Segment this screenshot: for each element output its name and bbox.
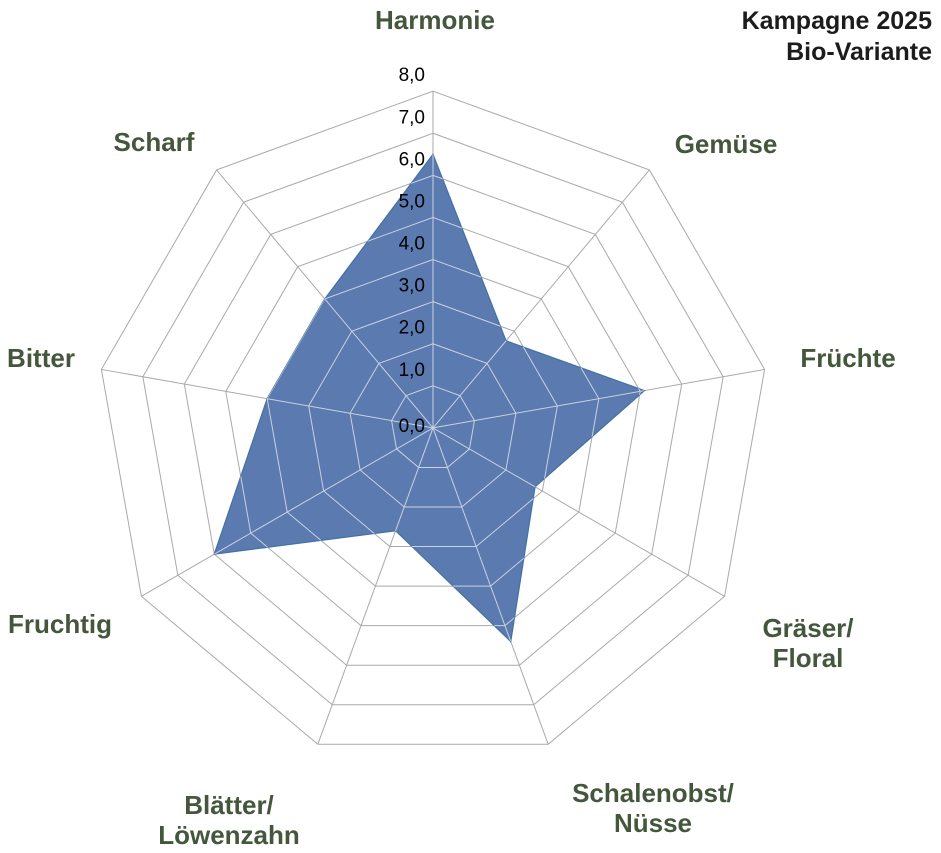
svg-text:7,0: 7,0	[399, 107, 425, 128]
svg-text:8,0: 8,0	[399, 65, 425, 86]
svg-text:1,0: 1,0	[399, 360, 425, 381]
svg-text:2,0: 2,0	[399, 318, 425, 339]
svg-text:0,0: 0,0	[399, 416, 425, 437]
svg-text:5,0: 5,0	[399, 191, 425, 212]
svg-text:6,0: 6,0	[399, 149, 425, 170]
svg-text:4,0: 4,0	[399, 234, 425, 255]
svg-text:3,0: 3,0	[399, 276, 425, 297]
